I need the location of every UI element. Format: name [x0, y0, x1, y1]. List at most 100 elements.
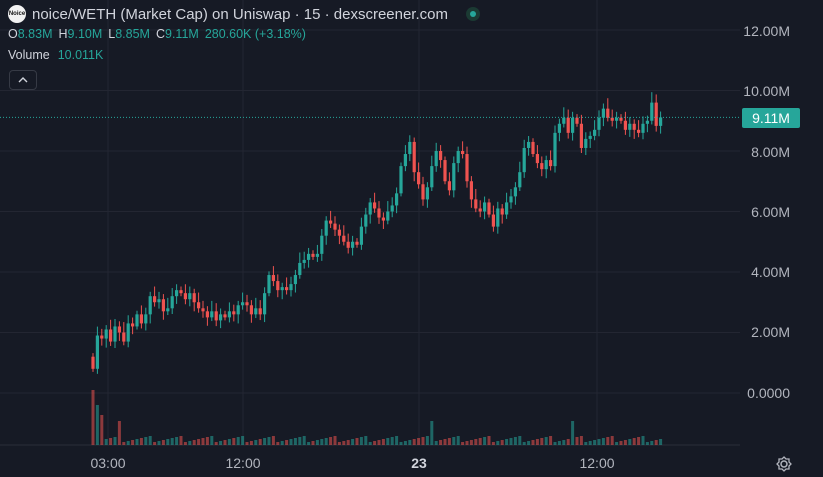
- volume-bar: [628, 439, 632, 445]
- candle-body: [474, 199, 478, 209]
- volume-bar: [496, 441, 500, 445]
- volume-bar: [469, 440, 473, 445]
- candle-body: [236, 305, 240, 315]
- volume-bar: [456, 436, 460, 445]
- low-value: 8.85M: [115, 27, 150, 41]
- volume-bar: [245, 442, 249, 445]
- candle-body: [293, 275, 297, 285]
- time-tick: 12:00: [579, 455, 615, 471]
- volume-bar: [205, 437, 209, 445]
- candle-body: [337, 229, 341, 236]
- chevron-up-icon: [18, 77, 28, 83]
- candle-body: [527, 141, 531, 148]
- collapse-legend-button[interactable]: [9, 70, 37, 90]
- candle-body: [425, 187, 429, 200]
- candle-body: [126, 323, 130, 342]
- candle-body: [329, 220, 333, 224]
- current-price-tag: 9.11M: [742, 108, 800, 128]
- volume-bar: [258, 439, 262, 445]
- volume-legend: Volume 10.011K: [8, 48, 103, 62]
- candle-body: [487, 202, 491, 215]
- candle-body: [403, 154, 407, 167]
- candle-body: [610, 117, 614, 121]
- candle-body: [175, 290, 179, 297]
- volume-bar: [540, 438, 544, 445]
- volume-bar: [298, 437, 302, 445]
- candle-body: [417, 172, 421, 185]
- volume-bar: [390, 437, 394, 445]
- candle-body: [346, 241, 350, 248]
- volume-bar: [544, 437, 548, 445]
- price-tick: 10.00M: [743, 83, 790, 99]
- volume-bar: [329, 437, 333, 445]
- volume-bar: [575, 437, 579, 445]
- candle-body: [254, 308, 258, 315]
- volume-bar: [412, 439, 416, 445]
- candle-body: [232, 311, 236, 315]
- volume-bar: [188, 441, 192, 445]
- candle-body: [117, 326, 121, 333]
- volume-bar: [434, 441, 438, 445]
- candle-body: [91, 356, 95, 369]
- volume-bar: [359, 437, 363, 445]
- volume-bar: [161, 440, 165, 445]
- volume-bar: [601, 438, 605, 445]
- volume-bar: [645, 442, 649, 445]
- volume-bar: [254, 440, 258, 445]
- candle-body: [153, 296, 157, 303]
- volume-bar: [166, 439, 170, 445]
- volume-bar: [214, 442, 218, 445]
- candle-body: [399, 166, 403, 194]
- candle-body: [373, 202, 377, 209]
- candle-body: [606, 108, 610, 118]
- candle-body: [368, 202, 372, 215]
- settings-gear-icon[interactable]: [775, 455, 793, 473]
- candle-body: [271, 275, 275, 282]
- volume-bar: [170, 438, 174, 445]
- volume-bar: [487, 436, 491, 445]
- time-tick: 12:00: [225, 455, 261, 471]
- candle-body: [650, 102, 654, 121]
- candle-body: [113, 326, 117, 342]
- volume-bar: [531, 440, 535, 445]
- open-label: O: [8, 27, 18, 41]
- volume-bar: [527, 441, 531, 445]
- volume-bar: [509, 438, 513, 445]
- volume-bar: [571, 421, 575, 445]
- candle-body: [223, 314, 227, 318]
- volume-bar: [443, 439, 447, 445]
- candle-body: [535, 154, 539, 164]
- candle-body: [412, 141, 416, 173]
- candle-body: [632, 123, 636, 130]
- volume-bar: [241, 436, 245, 445]
- volume-bar: [100, 415, 104, 445]
- candle-body: [311, 253, 315, 257]
- candle-body: [355, 241, 359, 245]
- candle-body: [443, 160, 447, 182]
- candle-body: [139, 314, 143, 324]
- volume-bar: [302, 436, 306, 445]
- candle-body: [205, 311, 209, 318]
- volume-bar: [505, 439, 509, 445]
- high-value: 9.10M: [67, 27, 103, 41]
- volume-bar: [395, 436, 399, 445]
- volume-bar: [236, 437, 240, 445]
- candle-body: [637, 129, 641, 133]
- volume-label: Volume: [8, 48, 50, 62]
- high-label: H: [58, 27, 68, 41]
- candle-body: [214, 311, 218, 321]
- candle-body: [430, 166, 434, 188]
- volume-bar: [104, 439, 108, 445]
- candle-body: [342, 235, 346, 242]
- candle-body: [562, 117, 566, 124]
- volume-bar: [619, 441, 623, 445]
- candle-body: [597, 117, 601, 130]
- candle-body: [131, 323, 135, 327]
- candle-body: [100, 335, 104, 339]
- volume-bar: [249, 441, 253, 445]
- candle-body: [659, 117, 663, 126]
- candle-body: [544, 160, 548, 170]
- candle-body: [408, 141, 412, 155]
- volume-bar: [289, 439, 293, 445]
